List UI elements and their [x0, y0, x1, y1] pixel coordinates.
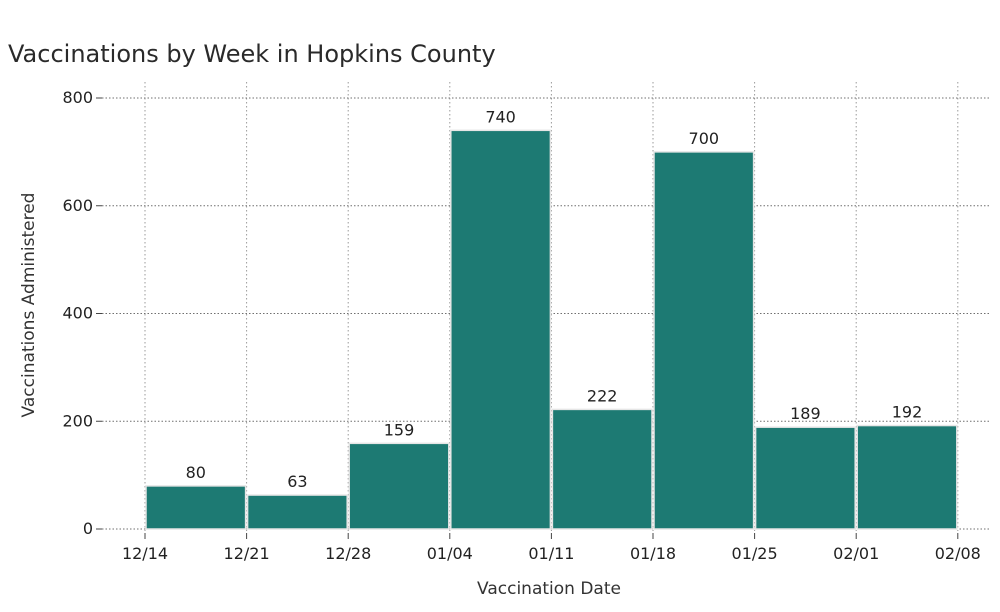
- x-tick-label: 01/04: [427, 544, 473, 563]
- bar-value-label: 63: [287, 472, 307, 491]
- x-tick-label: 02/01: [833, 544, 879, 563]
- bars: [145, 129, 958, 530]
- bar-01/11: [551, 408, 653, 530]
- bar-value-label: 159: [384, 420, 415, 439]
- x-tick-label: 02/08: [935, 544, 981, 563]
- data-labels: 80 63 159 740 222 700 189 192: [186, 107, 923, 491]
- x-tick-label: 01/25: [732, 544, 778, 563]
- bar-12/14: [145, 485, 247, 530]
- bar-12/21: [246, 494, 348, 530]
- x-tick-label: 12/14: [122, 544, 168, 563]
- bar-02/01: [856, 424, 958, 530]
- bar-01/04: [450, 129, 552, 530]
- y-axis-title: Vaccinations Administered: [19, 193, 39, 418]
- x-axis-title: Vaccination Date: [477, 579, 621, 599]
- bar-value-label: 740: [485, 107, 516, 126]
- bar-01/18: [653, 151, 755, 530]
- y-tick-label: 200: [62, 411, 93, 430]
- y-tick-label: 600: [62, 196, 93, 215]
- y-tick-label: 0: [83, 519, 93, 538]
- x-tick-label: 12/21: [224, 544, 270, 563]
- bar-value-label: 192: [892, 403, 923, 422]
- chart-title: Vaccinations by Week in Hopkins County: [8, 40, 496, 68]
- bar-value-label: 700: [689, 129, 720, 148]
- x-tick-label: 01/18: [630, 544, 676, 563]
- bar-value-label: 222: [587, 386, 618, 405]
- y-tick-label: 800: [62, 88, 93, 107]
- bar-01/25: [754, 426, 856, 530]
- bar-12/28: [348, 442, 450, 530]
- bar-value-label: 80: [186, 463, 206, 482]
- x-tick-label: 12/28: [325, 544, 371, 563]
- y-tick-label: 400: [62, 304, 93, 323]
- bar-value-label: 189: [790, 404, 821, 423]
- axes: 12/14 12/21 12/28 01/04 01/11 01/18 01/25 02/01…: [62, 88, 980, 563]
- x-tick-label: 01/11: [528, 544, 574, 563]
